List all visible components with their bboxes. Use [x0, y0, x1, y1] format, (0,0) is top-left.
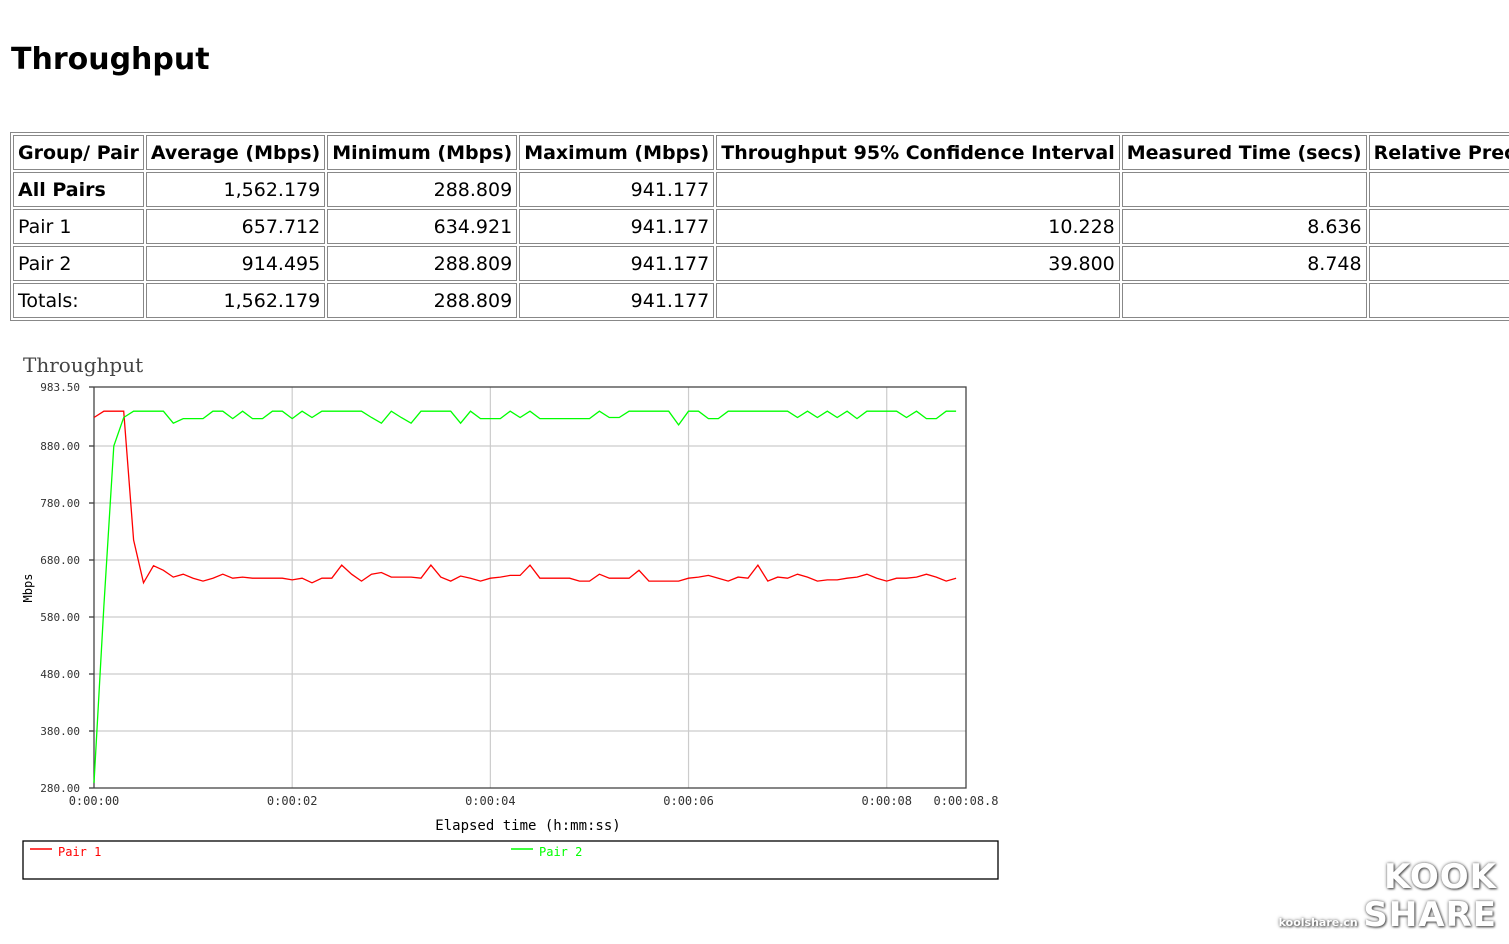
- cell: 10.228: [716, 209, 1120, 244]
- row-label: Totals:: [13, 283, 144, 318]
- legend-box: [22, 840, 999, 880]
- cell: [1121, 172, 1367, 207]
- chart-title: Throughput: [23, 353, 143, 377]
- col-header: Average (Mbps): [145, 135, 326, 170]
- watermark-logo-bottom: SHARE: [1363, 895, 1497, 935]
- series-line-pair-1: [93, 410, 957, 585]
- legend-label: Pair 2: [539, 845, 582, 859]
- cell: 941.177: [519, 172, 715, 207]
- cell: 914.495: [145, 246, 326, 281]
- col-header: Throughput 95% Confidence Interval: [716, 135, 1120, 170]
- cell: 941.177: [519, 209, 715, 244]
- cell: 1,562.179: [145, 172, 326, 207]
- x-tick-label: 0:00:06: [663, 794, 714, 808]
- cell: [716, 283, 1120, 318]
- cell: 941.177: [519, 283, 715, 318]
- y-tick-label: 380.00: [40, 725, 80, 738]
- cell: 39.800: [716, 246, 1120, 281]
- x-tick-label: 0:00:08.8: [933, 794, 998, 808]
- row-label: Pair 1: [13, 209, 144, 244]
- y-tick-label: 983.50: [40, 381, 80, 394]
- cell: 8.748: [1121, 246, 1367, 281]
- x-tick-label: 0:00:02: [267, 794, 318, 808]
- cell: 1.555: [1368, 209, 1509, 244]
- row-label: Pair 2: [13, 246, 144, 281]
- cell: 8.636: [1121, 209, 1367, 244]
- watermark-site: koolshare.cn: [1278, 916, 1358, 929]
- cell: 4.352: [1368, 246, 1509, 281]
- cell: [1121, 283, 1367, 318]
- y-tick-label: 480.00: [40, 668, 80, 681]
- y-axis-label: Mbps: [21, 574, 35, 603]
- table-row: All Pairs 1,562.179 288.809 941.177: [13, 172, 1509, 207]
- cell: 657.712: [145, 209, 326, 244]
- cell: 288.809: [327, 172, 518, 207]
- row-label: All Pairs: [13, 172, 144, 207]
- y-tick-label: 780.00: [40, 497, 80, 510]
- y-tick-label: 880.00: [40, 440, 80, 453]
- cell: 634.921: [327, 209, 518, 244]
- table-row: Totals: 1,562.179 288.809 941.177: [13, 283, 1509, 318]
- cell: 288.809: [327, 246, 518, 281]
- cell: 941.177: [519, 246, 715, 281]
- koolshare-watermark: KOOK koolshare.cn SHARE: [1279, 858, 1497, 934]
- y-tick-label: 580.00: [40, 611, 80, 624]
- watermark-logo-top: KOOK: [1384, 857, 1497, 897]
- table-header-row: Group/ Pair Average (Mbps) Minimum (Mbps…: [13, 135, 1509, 170]
- cell: [1368, 283, 1509, 318]
- x-tick-label: 0:00:04: [465, 794, 516, 808]
- y-tick-label: 280.00: [40, 782, 80, 795]
- plot-frame: [93, 386, 967, 789]
- cell: 288.809: [327, 283, 518, 318]
- y-tick-label: 680.00: [40, 554, 80, 567]
- x-tick-label: 0:00:08: [861, 794, 912, 808]
- col-header: Relative Precision: [1368, 135, 1509, 170]
- series-line-pair-2: [93, 410, 957, 783]
- col-header: Maximum (Mbps): [519, 135, 715, 170]
- throughput-chart: Throughput 983.50 880.00 780.00 680.00 580.00…: [21, 353, 999, 880]
- cell: [1368, 172, 1509, 207]
- col-header: Measured Time (secs): [1121, 135, 1367, 170]
- page-title: Throughput: [11, 42, 210, 77]
- table-row: Pair 2914.495288.809941.17739.8008.7484.…: [13, 246, 1509, 281]
- throughput-table: Group/ Pair Average (Mbps) Minimum (Mbps…: [10, 132, 1509, 321]
- cell: 1,562.179: [145, 283, 326, 318]
- x-tick-label: 0:00:00: [69, 794, 120, 808]
- x-axis-label: Elapsed time (h:mm:ss): [435, 818, 620, 834]
- col-header: Minimum (Mbps): [327, 135, 518, 170]
- col-header: Group/ Pair: [13, 135, 144, 170]
- table-row: Pair 1657.712634.921941.17710.2288.6361.…: [13, 209, 1509, 244]
- cell: [716, 172, 1120, 207]
- legend-label: Pair 1: [58, 845, 101, 859]
